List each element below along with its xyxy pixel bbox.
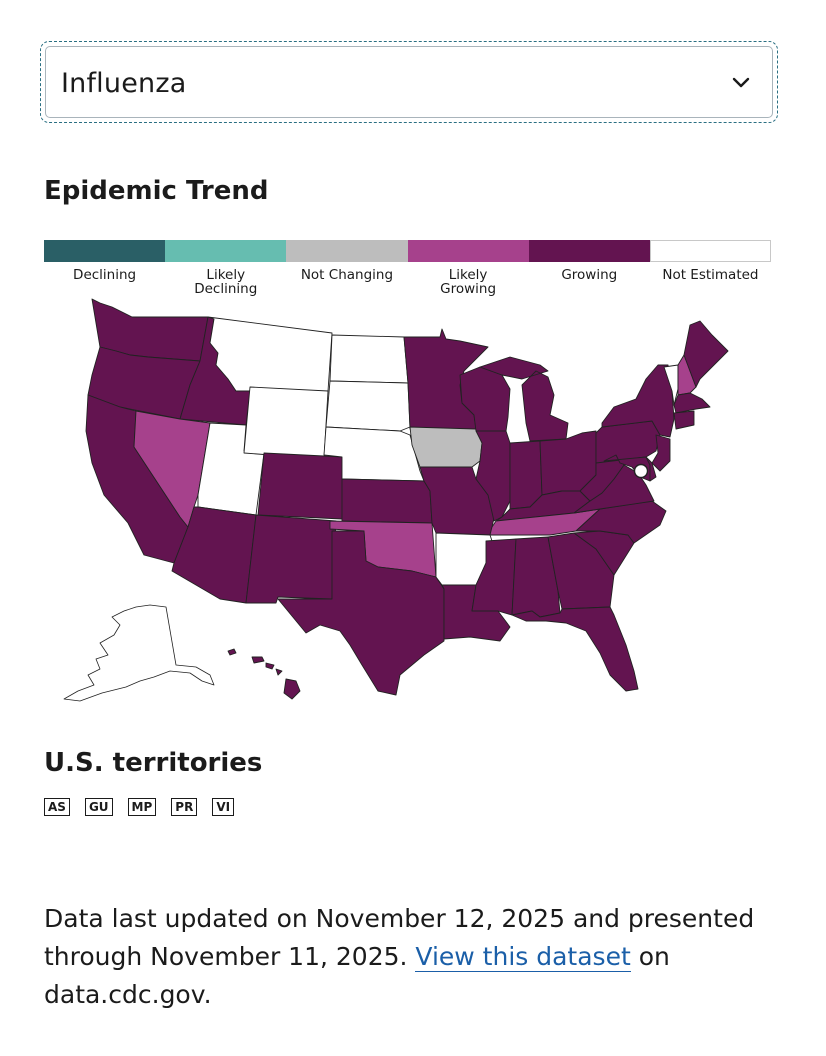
legend-swatch (165, 240, 287, 262)
state-IA[interactable] (409, 426, 483, 468)
disease-select-focus-ring: Influenza (40, 41, 778, 123)
territory-as[interactable]: AS (44, 798, 70, 816)
footer-text-after: on data.cdc.gov. (44, 942, 670, 1009)
disease-select[interactable]: Influenza (45, 46, 773, 118)
legend-label: Likely Growing (440, 267, 497, 297)
state-PA[interactable] (595, 420, 661, 464)
chevron-down-icon (732, 77, 750, 88)
state-MA[interactable] (673, 392, 711, 414)
state-HI[interactable] (227, 648, 301, 700)
legend-swatch (407, 240, 529, 262)
legend-swatches (44, 240, 772, 262)
territories-heading: U.S. territories (44, 748, 263, 778)
state-NM[interactable] (245, 514, 337, 604)
state-AK[interactable] (63, 604, 215, 702)
legend-label: Likely Declining (194, 267, 258, 297)
state-TX[interactable] (277, 530, 445, 696)
legend-label: Not Estimated (662, 267, 759, 283)
state-IN[interactable] (509, 440, 543, 510)
epidemic-trend-heading: Epidemic Trend (44, 176, 269, 206)
state-MI[interactable] (479, 356, 569, 442)
state-CT[interactable] (673, 410, 695, 430)
legend-swatch (528, 240, 650, 262)
disease-select-value: Influenza (61, 68, 187, 99)
view-dataset-link[interactable]: View this dataset (415, 942, 631, 972)
state-VT[interactable] (663, 364, 679, 406)
territory-gu[interactable]: GU (84, 798, 113, 816)
state-NJ[interactable] (651, 434, 671, 472)
state-UT[interactable] (197, 422, 265, 516)
state-MT[interactable] (207, 316, 333, 392)
legend-label: Growing (561, 267, 618, 283)
legend-swatch (44, 240, 166, 262)
state-DE[interactable] (645, 456, 657, 482)
data-update-note: Data last updated on November 12, 2025 a… (44, 900, 784, 1014)
state-WY[interactable] (243, 386, 329, 460)
legend-label: Not Changing (300, 267, 394, 283)
us-states-map (63, 298, 729, 702)
state-ND[interactable] (329, 334, 409, 384)
territory-vi[interactable]: VI (212, 798, 235, 816)
state-SD[interactable] (325, 380, 411, 432)
territory-mp[interactable]: MP (127, 798, 157, 816)
state-DC[interactable] (633, 463, 649, 479)
legend-swatch (649, 240, 772, 262)
legend-labels: Declining Likely Declining Not Changing Like… (44, 268, 771, 296)
state-KS[interactable] (341, 478, 433, 524)
territories-list: AS GU MP PR VI (44, 798, 235, 816)
state-ME[interactable] (683, 320, 729, 388)
legend-label: Declining (73, 267, 137, 283)
state-CO[interactable] (257, 452, 345, 520)
territory-pr[interactable]: PR (171, 798, 198, 816)
footer-text-before: Data last updated on November 12, 2025 a… (44, 904, 755, 971)
state-FL[interactable] (511, 606, 639, 692)
state-IL[interactable] (475, 430, 511, 522)
legend-swatch (286, 240, 408, 262)
